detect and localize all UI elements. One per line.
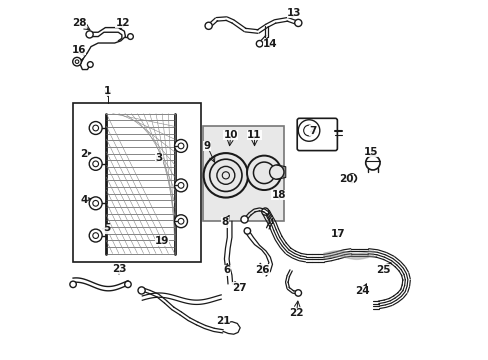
- Circle shape: [261, 208, 268, 215]
- Circle shape: [203, 153, 247, 198]
- Text: 13: 13: [286, 8, 301, 18]
- Text: 22: 22: [289, 309, 303, 318]
- Text: 18: 18: [271, 190, 285, 200]
- Circle shape: [244, 228, 250, 234]
- Text: 16: 16: [71, 45, 86, 55]
- Circle shape: [93, 125, 99, 131]
- Text: 27: 27: [231, 283, 246, 293]
- Text: 17: 17: [330, 229, 345, 239]
- Circle shape: [89, 122, 102, 134]
- Circle shape: [246, 156, 281, 190]
- Circle shape: [178, 143, 183, 149]
- Circle shape: [138, 287, 145, 294]
- Circle shape: [347, 174, 356, 183]
- Circle shape: [89, 157, 102, 170]
- Text: 26: 26: [255, 265, 269, 275]
- Circle shape: [127, 34, 133, 40]
- Circle shape: [269, 165, 284, 179]
- Circle shape: [256, 41, 262, 47]
- Text: 24: 24: [355, 286, 369, 296]
- Circle shape: [93, 233, 99, 238]
- Circle shape: [89, 229, 102, 242]
- Text: 20: 20: [339, 174, 353, 184]
- Text: 23: 23: [111, 264, 126, 274]
- Text: 28: 28: [72, 18, 86, 28]
- Text: 15: 15: [363, 147, 377, 157]
- Text: 7: 7: [309, 126, 316, 135]
- Circle shape: [178, 219, 183, 224]
- Bar: [203, 126, 284, 221]
- Text: 21: 21: [215, 316, 230, 325]
- Circle shape: [124, 281, 131, 288]
- Text: 5: 5: [102, 224, 110, 233]
- Circle shape: [93, 161, 99, 167]
- Circle shape: [294, 19, 301, 27]
- Text: 9: 9: [203, 141, 210, 151]
- Text: 25: 25: [376, 265, 390, 275]
- Circle shape: [93, 201, 99, 206]
- Circle shape: [86, 31, 93, 38]
- Text: 12: 12: [115, 18, 129, 28]
- FancyBboxPatch shape: [297, 118, 337, 150]
- Circle shape: [174, 215, 187, 228]
- Text: 2: 2: [80, 149, 87, 159]
- Circle shape: [241, 216, 247, 223]
- Circle shape: [253, 162, 274, 184]
- Text: 6: 6: [223, 265, 230, 275]
- Circle shape: [209, 159, 242, 192]
- Circle shape: [303, 125, 314, 136]
- Text: 14: 14: [263, 40, 277, 49]
- Circle shape: [73, 57, 81, 66]
- Circle shape: [365, 156, 379, 170]
- Circle shape: [75, 60, 79, 63]
- Circle shape: [174, 139, 187, 152]
- Text: 1: 1: [103, 86, 111, 96]
- Circle shape: [70, 281, 76, 288]
- Circle shape: [217, 166, 234, 184]
- Circle shape: [178, 183, 183, 188]
- Bar: [73, 103, 201, 262]
- Text: 10: 10: [223, 130, 238, 140]
- Circle shape: [204, 22, 212, 30]
- Text: 19: 19: [155, 236, 169, 246]
- Text: 3: 3: [155, 153, 163, 163]
- Text: 4: 4: [80, 195, 87, 205]
- Circle shape: [298, 120, 319, 141]
- Circle shape: [294, 290, 301, 296]
- Circle shape: [87, 62, 93, 67]
- Circle shape: [174, 179, 187, 192]
- Text: 8: 8: [221, 217, 228, 227]
- Circle shape: [222, 172, 229, 179]
- Circle shape: [89, 197, 102, 210]
- Text: 11: 11: [247, 130, 261, 140]
